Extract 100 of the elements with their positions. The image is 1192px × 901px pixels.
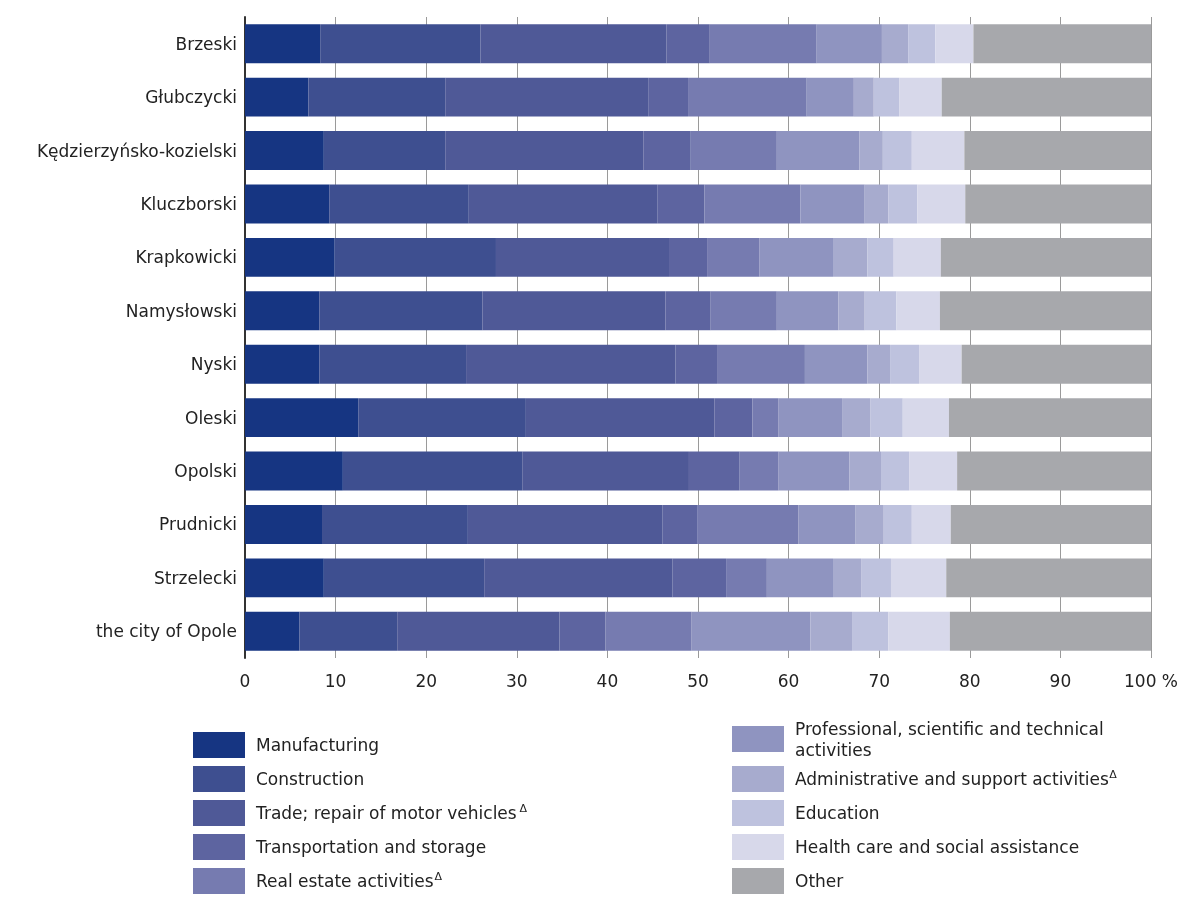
bar — [707, 237, 760, 277]
x-tick-label: 90 — [1049, 670, 1072, 691]
bar — [867, 237, 894, 277]
x-tick-label: 10 — [324, 670, 347, 691]
bar — [893, 237, 941, 277]
bar — [950, 504, 1151, 544]
bar — [752, 398, 779, 438]
bar — [308, 77, 446, 117]
x-tick-label: 0 — [239, 670, 251, 691]
bar — [468, 184, 658, 224]
bar — [704, 184, 801, 224]
bar — [890, 344, 920, 384]
legend-label: Construction — [256, 769, 365, 789]
bar — [710, 291, 777, 331]
legend-label: Transportation and storage — [255, 837, 487, 857]
bar — [919, 344, 962, 384]
bar — [559, 611, 606, 651]
bar — [902, 398, 949, 438]
bar — [672, 558, 727, 598]
bar — [946, 558, 1151, 598]
bar — [691, 611, 811, 651]
bar — [697, 504, 799, 544]
bar — [965, 184, 1151, 224]
bar — [245, 291, 320, 331]
bar — [495, 237, 670, 277]
bar — [890, 558, 947, 598]
bar — [973, 24, 1151, 64]
bar — [739, 451, 779, 491]
bar — [766, 558, 833, 598]
y-tick-label: the city of Opole — [95, 621, 237, 642]
bar — [643, 131, 691, 171]
bar — [334, 237, 496, 277]
bar — [245, 77, 309, 117]
bar — [482, 291, 666, 331]
y-tick-label: Kędzierzyńsko-kozielski — [36, 140, 237, 161]
bar — [688, 451, 740, 491]
bar — [810, 611, 853, 651]
bar — [882, 131, 912, 171]
x-tick-label: 50 — [687, 670, 709, 691]
bar — [245, 398, 359, 438]
bar — [778, 451, 850, 491]
bar — [838, 291, 865, 331]
bar — [957, 451, 1151, 491]
bar — [776, 131, 860, 171]
bar — [648, 77, 689, 117]
bar — [941, 77, 1151, 117]
x-tick-label: 100 % — [1123, 670, 1179, 691]
bar — [323, 558, 485, 598]
bar — [666, 24, 710, 64]
legend-label: Other — [795, 871, 844, 891]
bar — [816, 24, 882, 64]
bar — [480, 24, 667, 64]
y-tick-label: Krapkowicki — [135, 247, 237, 268]
bar — [445, 77, 649, 117]
bar — [714, 398, 753, 438]
y-tick-label: Nyski — [190, 354, 237, 375]
bar — [881, 24, 909, 64]
y-tick-label: Namysłowski — [125, 300, 237, 321]
bar — [964, 131, 1151, 171]
bar — [842, 398, 871, 438]
bar — [832, 558, 862, 598]
bar — [800, 184, 865, 224]
bar — [776, 291, 839, 331]
bar — [888, 611, 950, 651]
bar — [873, 77, 900, 117]
bar — [870, 398, 903, 438]
bar — [859, 131, 883, 171]
legend-label: Manufacturing — [256, 735, 380, 755]
bar — [935, 24, 974, 64]
legend-label: Professional, scientific and technical activities — [795, 718, 1110, 760]
x-tick-label: 30 — [505, 670, 528, 691]
bar — [778, 398, 843, 438]
bar — [908, 24, 936, 64]
bar — [245, 611, 300, 651]
bar — [484, 558, 673, 598]
legend-label: Health care and social assistance — [795, 837, 1080, 857]
bar — [832, 237, 868, 277]
bar — [662, 504, 698, 544]
bar — [445, 131, 644, 171]
bar — [675, 344, 718, 384]
y-tick-label: Kluczborski — [140, 193, 237, 214]
bar — [855, 504, 884, 544]
bar — [397, 611, 560, 651]
y-tick-label: Opolski — [174, 461, 237, 482]
bar — [864, 291, 897, 331]
bar — [896, 291, 940, 331]
bar — [525, 398, 715, 438]
bar — [467, 504, 663, 544]
bar — [940, 237, 1151, 277]
bar — [245, 504, 323, 544]
y-tick-label: Brzeski — [175, 33, 237, 54]
bar — [323, 131, 446, 171]
bar — [657, 184, 705, 224]
bar — [245, 558, 324, 598]
bar — [949, 611, 1151, 651]
bar — [798, 504, 856, 544]
bar — [909, 451, 958, 491]
bar — [322, 504, 468, 544]
bar — [726, 558, 767, 598]
bar — [804, 344, 868, 384]
